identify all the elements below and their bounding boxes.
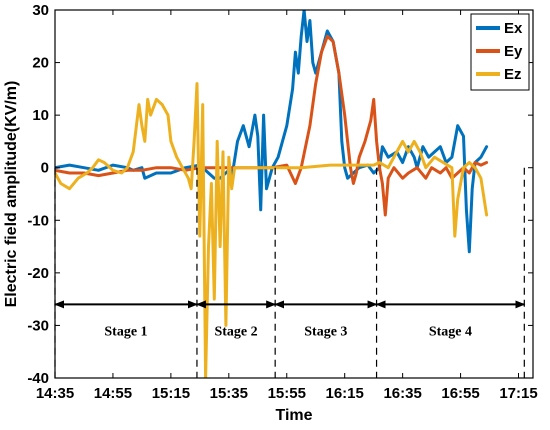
x-tick-label: 17:15: [499, 385, 537, 402]
axis-ticks: -40 -30 -20 -10 0 10 20 30 14:35 14:55 15:15 15:35 1…: [27, 2, 537, 402]
x-tick-label: 16:35: [383, 385, 421, 402]
stage-label: Stage 2: [214, 325, 257, 340]
stage-label: Stage 4: [429, 325, 472, 340]
x-tick-label: 15:35: [210, 385, 248, 402]
series-line-ez: [55, 82, 489, 378]
x-tick-label: 15:15: [152, 385, 190, 402]
y-tick-label: -40: [27, 370, 49, 387]
x-tick-label: 14:35: [36, 385, 74, 402]
legend: Ex Ey Ez: [470, 13, 530, 91]
x-tick-label: 15:55: [268, 385, 306, 402]
x-axis-title: Time: [275, 407, 312, 424]
series-layer: [55, 10, 489, 378]
plot-frame: [54, 9, 534, 379]
x-tick-label: 16:55: [441, 385, 479, 402]
y-tick-label: 20: [32, 55, 49, 72]
legend-label: Ez: [504, 66, 522, 83]
y-tick-label: 30: [32, 2, 49, 19]
x-tick-label: 16:15: [326, 385, 364, 402]
stage-annotations: Stage 1 Stage 2 Stage 3 Stage 4: [54, 167, 526, 378]
y-tick-label: 0: [41, 160, 49, 177]
y-tick-label: -20: [27, 265, 49, 282]
x-tick-label: 14:55: [94, 385, 132, 402]
series-line-ex: [55, 10, 489, 254]
y-tick-label: -30: [27, 317, 49, 334]
legend-label: Ey: [504, 43, 523, 60]
y-tick-label: 10: [32, 107, 49, 124]
legend-label: Ex: [504, 20, 523, 37]
stage-label: Stage 1: [104, 325, 147, 340]
stage-label: Stage 3: [304, 325, 347, 340]
y-tick-label: -10: [27, 212, 49, 229]
y-axis-title: Electric field amplitude(KV/m): [3, 81, 20, 308]
